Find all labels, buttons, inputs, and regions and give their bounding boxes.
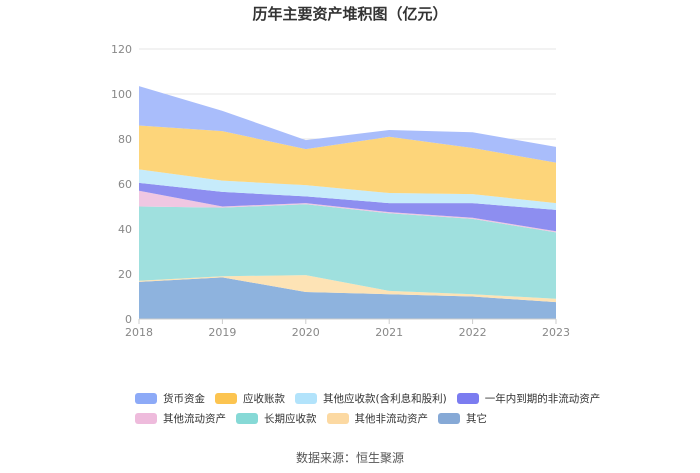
- legend-swatch: [215, 392, 237, 404]
- legend-swatch: [326, 412, 349, 424]
- legend-label: 其它: [466, 412, 487, 425]
- legend-item[interactable]: 货币资金: [135, 391, 205, 406]
- y-tick-label: 40: [118, 223, 132, 236]
- area-长期应收款: [139, 204, 556, 299]
- x-tick-label: 2020: [292, 326, 320, 339]
- area-series-layer: [139, 86, 556, 319]
- legend-item[interactable]: 其他应收款(含利息和股利): [295, 391, 447, 406]
- area-应收账款: [139, 125, 556, 204]
- legend-swatch: [135, 412, 157, 424]
- legend-label: 其他非流动资产: [354, 412, 429, 425]
- legend-item[interactable]: 其它: [438, 411, 487, 426]
- y-tick-label: 0: [125, 313, 132, 326]
- legend-row-1: 货币资金 应收账款 其他应收款(含利息和股利) 一年内到期的非流动资产: [135, 388, 605, 408]
- chart-title: 历年主要资产堆积图（亿元）: [252, 5, 448, 23]
- area-一年内到期的非流动资产: [139, 182, 556, 232]
- data-source: 数据来源：恒生聚源: [295, 451, 404, 465]
- legend-label: 货币资金: [163, 392, 205, 405]
- area-其他非流动资产: [139, 275, 556, 303]
- legend: 货币资金 应收账款 其他应收款(含利息和股利) 一年内到期的非流动资产 其他流动资产 长…: [135, 388, 605, 428]
- legend-item[interactable]: 应收账款: [215, 391, 285, 406]
- legend-item[interactable]: 长期应收款: [236, 411, 317, 426]
- legend-label: 其他流动资产: [163, 412, 226, 425]
- y-tick-label: 100: [111, 88, 132, 101]
- legend-item[interactable]: 其他流动资产: [135, 411, 226, 426]
- area-货币资金: [139, 86, 556, 163]
- legend-label: 长期应收款: [264, 412, 317, 425]
- y-tick-label: 20: [118, 268, 132, 281]
- legend-swatch: [295, 392, 317, 404]
- area-其他应收款(含利息和股利): [139, 169, 556, 210]
- legend-label: 其他应收款(含利息和股利): [323, 392, 447, 405]
- y-tick-label: 80: [118, 133, 132, 146]
- legend-swatch: [456, 392, 479, 404]
- x-tick-label: 2022: [459, 326, 487, 339]
- x-tick-label: 2019: [208, 326, 236, 339]
- legend-label: 应收账款: [243, 392, 285, 405]
- legend-label: 一年内到期的非流动资产: [484, 392, 601, 405]
- legend-item[interactable]: 一年内到期的非流动资产: [456, 391, 601, 406]
- axes: 0 20 40 60 80 100 120 2018 2019 2020 2021 2022 2023: [111, 43, 570, 339]
- y-tick-label: 120: [111, 43, 132, 56]
- area-其它: [139, 277, 556, 319]
- y-tick-label: 60: [118, 178, 132, 191]
- legend-swatch: [135, 392, 157, 404]
- legend-swatch: [438, 412, 460, 424]
- legend-row-2: 其他流动资产 长期应收款 其他非流动资产 其它: [135, 408, 605, 428]
- x-tick-label: 2021: [375, 326, 403, 339]
- x-tick-label: 2023: [542, 326, 570, 339]
- legend-swatch: [236, 412, 258, 424]
- x-tick-label: 2018: [125, 326, 153, 339]
- legend-item[interactable]: 其他非流动资产: [326, 411, 429, 426]
